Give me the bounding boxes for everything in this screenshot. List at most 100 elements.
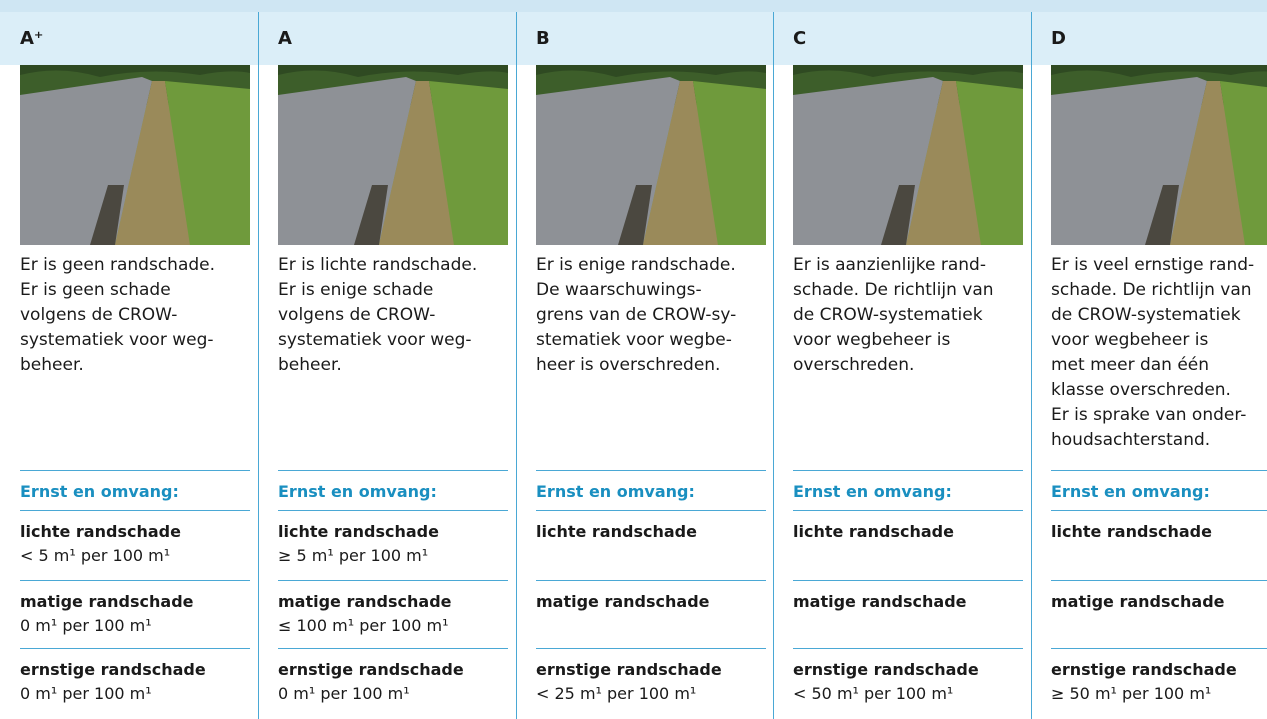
description-line: de CROW-systematiek [793,305,983,325]
criterion-value: ≤ 100 m¹ per 100 m¹ [278,616,449,635]
grade-label: A [278,28,292,49]
description: Er is veel ernstige rand-schade. De rich… [1051,253,1254,453]
description-line: Er is enige randschade. [536,255,736,275]
criterion-value: 0 m¹ per 100 m¹ [20,684,152,703]
criterion-label: lichte randschade [278,522,439,541]
description-line: Er is veel ernstige rand- [1051,255,1255,275]
criterion-value: ≥ 5 m¹ per 100 m¹ [278,546,429,565]
criterion-value: ≥ 50 m¹ per 100 m¹ [1051,684,1212,703]
rule [278,470,508,471]
section-title: Ernst en omvang: [20,482,179,501]
column: B Er is enige randschade. De waarschuwing… [536,12,768,719]
road-photo [536,65,766,245]
grade-label: B [536,28,550,49]
criterion-label: ernstige randschade [793,660,979,679]
grade-label: D [1051,28,1066,49]
rule [1051,470,1267,471]
description-line: volgens de CROW- [278,305,436,325]
description-line: schade. De richtlijn van [1051,280,1252,300]
criterion-value: 0 m¹ per 100 m¹ [278,684,410,703]
description: Er is enige randschade. De waarschuwings-… [536,253,736,378]
description-line: heer is overschreden. [536,355,721,375]
header-row [0,12,1267,65]
section-title: Ernst en omvang: [793,482,952,501]
rule [793,648,1023,649]
description-line: Er is geen randschade. [20,255,216,275]
road-photo [278,65,508,245]
description: Er is aanzienlijke rand-schade. De richt… [793,253,994,378]
description-line: met meer dan één [1051,355,1210,375]
description-line: volgens de CROW- [20,305,178,325]
criterion-label: ernstige randschade [20,660,206,679]
rule [536,470,766,471]
column-divider [516,12,517,719]
rule [278,648,508,649]
description-line: De waarschuwings- [536,280,702,300]
criterion-label: lichte randschade [20,522,181,541]
rule [536,510,766,511]
column: D Er is veel ernstige rand-schade. De ri… [1051,12,1267,719]
description: Er is geen randschade. Er is geen schade v… [20,253,215,378]
description-line: beheer. [278,355,342,375]
rule [536,648,766,649]
rule [1051,648,1267,649]
road-photo [1051,65,1267,245]
description-line: systematiek voor weg- [278,330,472,350]
rule [793,470,1023,471]
description-line: Er is sprake van onder- [1051,405,1247,425]
grade-label: C [793,28,807,49]
description-line: schade. De richtlijn van [793,280,994,300]
rule [1051,510,1267,511]
column-divider [258,12,259,719]
column-divider [1031,12,1032,719]
description-line: de CROW-systematiek [1051,305,1241,325]
rule [20,580,250,581]
description-line: Er is lichte randschade. [278,255,478,275]
rule [536,580,766,581]
column: A⁺ Er is geen randschade. Er is geen scha… [20,12,252,719]
criterion-label: ernstige randschade [1051,660,1237,679]
criterion-label: lichte randschade [1051,522,1212,541]
road-photo [793,65,1023,245]
criterion-label: matige randschade [20,592,194,611]
criterion-value: 0 m¹ per 100 m¹ [20,616,152,635]
description-line: beheer. [20,355,84,375]
criterion-value: < 5 m¹ per 100 m¹ [20,546,171,565]
description-line: Er is aanzienlijke rand- [793,255,986,275]
section-title: Ernst en omvang: [278,482,437,501]
description-line: systematiek voor weg- [20,330,214,350]
description-line: overschreden. [793,355,915,375]
description-line: Er is geen schade [20,280,171,300]
description-line: houdsachterstand. [1051,430,1211,450]
column: A Er is lichte randschade. Er is enige sc… [278,12,510,719]
column-divider [773,12,774,719]
description-line: grens van de CROW-sy- [536,305,737,325]
section-title: Ernst en omvang: [1051,482,1210,501]
criterion-label: matige randschade [1051,592,1225,611]
grade-label: A⁺ [20,28,44,49]
rule [20,648,250,649]
rule [278,580,508,581]
section-title: Ernst en omvang: [536,482,695,501]
rule [793,510,1023,511]
criterion-label: lichte randschade [536,522,697,541]
criterion-label: lichte randschade [793,522,954,541]
criterion-label: matige randschade [536,592,710,611]
criterion-label: matige randschade [793,592,967,611]
rule [1051,580,1267,581]
top-band [0,0,1267,12]
description: Er is lichte randschade. Er is enige scha… [278,253,477,378]
rule [278,510,508,511]
description-line: stematiek voor wegbe- [536,330,732,350]
criterion-label: ernstige randschade [536,660,722,679]
description-line: voor wegbeheer is [1051,330,1209,350]
criterion-label: matige randschade [278,592,452,611]
rule [20,510,250,511]
description-line: voor wegbeheer is [793,330,951,350]
description-line: klasse overschreden. [1051,380,1231,400]
criterion-value: < 25 m¹ per 100 m¹ [536,684,697,703]
criterion-label: ernstige randschade [278,660,464,679]
rule [793,580,1023,581]
rule [20,470,250,471]
